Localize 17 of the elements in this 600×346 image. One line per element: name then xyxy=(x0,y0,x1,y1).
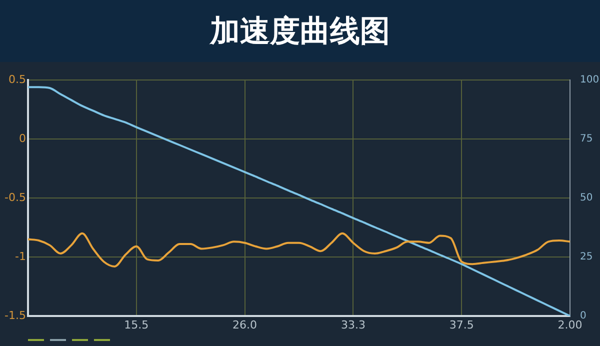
y2-tick-label: 25 xyxy=(580,252,593,263)
y-tick-label: 0 xyxy=(19,132,26,145)
y2-tick-label: 0 xyxy=(580,310,586,322)
line-series xyxy=(27,232,571,268)
y-tick-label: -1.5 xyxy=(4,308,26,322)
x-tick-label: 37.5 xyxy=(449,318,474,332)
y-tick-label: -0.5 xyxy=(4,190,26,204)
x-tick-label: 26.0 xyxy=(232,318,258,332)
y2-tick-label: 50 xyxy=(580,192,593,204)
chart-title: 加速度曲线图 xyxy=(0,0,600,62)
y-tick-label: 0.5 xyxy=(8,72,26,86)
x-tick-label: 33.3 xyxy=(340,318,366,332)
y2-tick-label: 100 xyxy=(580,74,600,86)
x-tick-label: 2.00 xyxy=(558,318,582,332)
y-tick-label: -1 xyxy=(15,250,26,263)
x-tick-label: 15.5 xyxy=(124,318,149,332)
y2-tick-label: 75 xyxy=(580,134,593,145)
